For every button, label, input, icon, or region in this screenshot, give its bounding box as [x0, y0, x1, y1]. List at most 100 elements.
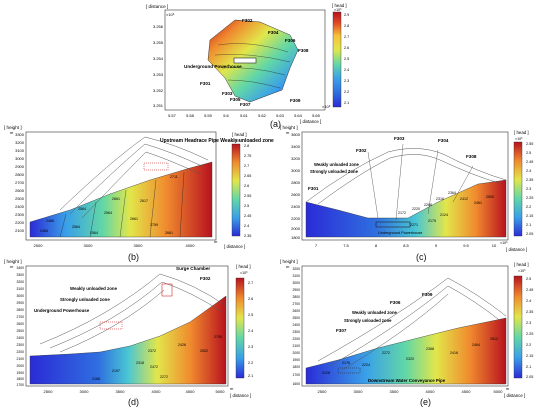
panel-a-xtick: 5.61	[240, 113, 249, 118]
panel-c-xtick: 10	[492, 243, 497, 248]
panel-e-labels: F309 F306 Weakly unloaded zone Strongly …	[336, 292, 446, 383]
panel-a-x-ticks: 5.57 5.58 5.59 5.6 5.61 5.62 5.63 5.64 5…	[168, 113, 321, 118]
panel-c-cbtick: 2.55	[526, 142, 533, 146]
panel-a-cbtick: 2.7	[344, 35, 349, 39]
fault-label-f306: F306	[285, 38, 296, 43]
panel-d-cbtick: 2.6	[248, 297, 253, 301]
strong-zone-label: Strongly unloaded zone	[344, 318, 392, 323]
panel-b-ytick: 2700	[15, 180, 25, 185]
panel-b-contour-labels: 2466 2564 2661 2564 2711 2466 2564 2661 …	[40, 175, 178, 235]
contour-label: 2512	[490, 337, 498, 341]
panel-a-cb-title: [ head ]	[332, 3, 347, 8]
panel-a-xtick: 5.64	[294, 113, 303, 118]
panel-c-powerhouse-box	[375, 221, 411, 228]
panel-c-ytick: 2600	[291, 192, 301, 197]
panel-b-cbtick: 2.6	[244, 184, 249, 188]
panel-c-fault-labels: F302 F303 F304 F308 F301	[308, 136, 477, 191]
panel-b-y-unit: m	[10, 130, 14, 135]
panel-e-cbtick: 2.2	[526, 343, 531, 347]
panel-d-cbtick: 2.1	[248, 374, 253, 378]
panel-a-fault-labels: F302 F304 F306 F308 Underground Powerhou…	[184, 18, 309, 107]
panel-e-ytick: 2100	[292, 344, 300, 348]
panel-b-x-unit: m	[214, 239, 218, 244]
panel-b-cbtick: 2.55	[244, 194, 251, 198]
panel-e-cbtick: 2.1	[526, 365, 531, 369]
panel-b-xtick: 3500	[134, 243, 144, 248]
panel-e: [ height ] m F309 F306 Weakly unloaded z…	[278, 256, 550, 408]
panel-c-colorbar	[513, 141, 523, 237]
panel-e-ytick: 1900	[292, 358, 300, 362]
panel-d-x-unit: m	[230, 386, 234, 391]
panel-a: [ distance ] ×10⁶ 3.256 3.255 3.254 3.25…	[140, 0, 420, 130]
panel-e-x-ticks: 2500 3000 3500 4000 4500 5000	[318, 389, 504, 394]
panel-d-ytick: 2500	[16, 329, 24, 333]
panel-e-cb-ticks: 2.5 2.45 2.4 2.35 2.3 2.25 2.2 2.15 2.1 …	[526, 277, 533, 379]
panel-c-label: (c)	[416, 252, 427, 262]
panel-a-powerhouse-box	[233, 57, 257, 64]
contour-label: 2271	[410, 223, 418, 227]
powerhouse-label: Underground Powerhouse	[34, 308, 90, 313]
contour-label: 2224	[362, 363, 370, 367]
panel-a-cbtick: 2.5	[344, 57, 349, 61]
panel-c-cbtick: 2.25	[526, 196, 533, 200]
panel-d-ytick: 1700	[16, 383, 24, 387]
panel-b-x-ticks: 2500 3000 3500 4000	[34, 243, 196, 248]
contour-label: 2564	[72, 225, 80, 229]
panel-a-xtick: 5.62	[258, 113, 267, 118]
panel-b-xtick: 2500	[34, 243, 44, 248]
panel-b-cbtick: 2.7	[244, 164, 249, 168]
panel-e-ytick: 2700	[292, 302, 300, 306]
panel-a-x-exponent: ×10⁵	[322, 104, 331, 109]
panel-e-cbtick: 2.05	[526, 375, 533, 379]
panel-b-ytick: 2300	[15, 212, 25, 217]
panel-b-x-title: [ distance ]	[224, 244, 245, 249]
surge-chamber-label: Surge Chamber	[176, 266, 210, 271]
contour-label: 2320	[406, 357, 414, 361]
panel-d-xtick: 3500	[116, 389, 126, 394]
panel-e-slope-outlines	[317, 277, 507, 371]
panel-e-xtick: 2500	[318, 389, 328, 394]
panel-c-xtick: 8.5	[403, 243, 409, 248]
contour-label: 2472	[150, 365, 158, 369]
panel-d-cbtick: 2.4	[248, 329, 253, 333]
panel-c-cbtick: 2.4	[526, 169, 531, 173]
contour-label: 2509	[486, 195, 494, 199]
panel-d-contour-labels: 2197 2372 2318 2472 2426 2652 2755 2272 …	[92, 335, 222, 381]
contour-label: 2617	[140, 199, 148, 203]
panel-d-ytick: 2900	[16, 301, 24, 305]
panel-b-cbtick: 2.75	[244, 154, 251, 158]
panel-c-cb-title: [ head ]	[514, 130, 529, 135]
panel-d-ytick: 2600	[16, 322, 24, 326]
panel-a-cb-ticks: 2.9 2.8 2.7 2.6 2.5 2.4 2.3 2.2 2.1	[344, 13, 349, 105]
panel-a-xtick: 5.57	[168, 113, 177, 118]
panel-c-ytick: 3600	[291, 132, 301, 137]
panel-e-ytick: 3000	[292, 281, 300, 285]
panel-e-ytick: 2400	[292, 323, 300, 327]
panel-c-xtick: 7.5	[343, 243, 349, 248]
panel-b-ytick: 2100	[15, 228, 25, 233]
panel-b-label: (b)	[128, 252, 139, 262]
panel-c-xtick: 7	[315, 243, 318, 248]
contour-label: 2652	[200, 349, 208, 353]
panel-e-colorbar	[513, 275, 523, 379]
panel-b-xtick: 4000	[186, 243, 196, 248]
contour-label: 2316	[436, 197, 444, 201]
contour-label: 2172	[398, 211, 406, 215]
panel-a-xtick: 5.63	[276, 113, 285, 118]
panel-c-y-title: [ height ]	[280, 125, 298, 130]
panel-a-cbtick: 2.6	[344, 46, 349, 50]
panel-a-cbtick: 2.3	[344, 79, 349, 83]
panel-b-ytick: 2900	[15, 164, 25, 169]
panel-b-contour-lines	[59, 171, 185, 238]
panel-d-xtick: 4000	[152, 389, 162, 394]
panel-e-ytick: 2800	[292, 295, 300, 299]
panel-d-ytick: 1900	[16, 371, 24, 375]
panel-b-ytick: 2200	[15, 220, 25, 225]
fault-label-f307: F307	[240, 102, 251, 107]
panel-e-ytick: 1700	[292, 373, 300, 377]
panel-a-cbtick: 2.2	[344, 90, 349, 94]
panel-c-ytick: 1800	[291, 235, 301, 240]
panel-a-ytick: 3.252	[153, 88, 164, 93]
weak-zone-label: Weakly unloaded zone	[70, 286, 118, 291]
panel-a-ytick: 3.256	[153, 24, 164, 29]
